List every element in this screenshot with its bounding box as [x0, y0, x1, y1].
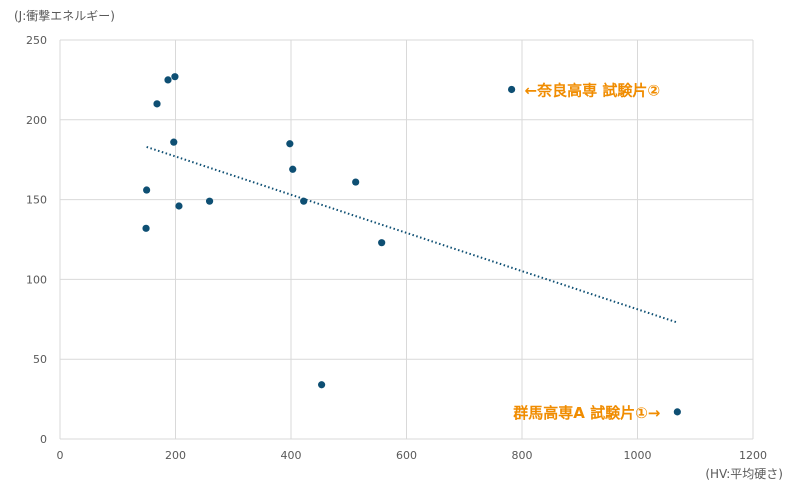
data-point — [289, 165, 297, 173]
data-point — [378, 239, 386, 247]
y-tick-label: 0 — [40, 433, 47, 446]
data-point — [171, 73, 179, 81]
x-tick-label: 400 — [281, 449, 302, 462]
x-axis-title: (HV:平均硬さ) — [705, 467, 783, 481]
tick-labels: 0 50 100 150 200 250 0 200 400 600 800 1000 1200 — [26, 34, 767, 462]
data-point — [286, 140, 294, 148]
data-point — [352, 178, 360, 186]
data-point — [300, 197, 308, 205]
y-tick-label: 150 — [26, 194, 47, 207]
y-tick-label: 250 — [26, 34, 47, 47]
data-point — [170, 138, 178, 146]
data-point — [143, 186, 151, 194]
data-point — [318, 381, 326, 389]
data-point — [508, 85, 516, 94]
y-tick-label: 100 — [26, 273, 47, 286]
data-point — [142, 224, 150, 232]
data-point — [673, 408, 681, 416]
data-point — [175, 202, 183, 210]
trendline — [146, 145, 678, 324]
grid — [59, 39, 754, 440]
data-point — [205, 197, 214, 205]
x-tick-label: 1200 — [739, 449, 767, 462]
annotations: ←奈良高専 試験片② 群馬高専A 試験片①→ — [513, 81, 660, 421]
x-tick-label: 0 — [57, 449, 64, 462]
annotation-label: 群馬高専A 試験片①→ — [513, 404, 660, 422]
y-tick-label: 200 — [26, 114, 47, 127]
y-tick-label: 50 — [33, 353, 47, 366]
y-axis-title: (J:衝撃エネルギー) — [14, 8, 115, 23]
x-tick-label: 1000 — [624, 449, 652, 462]
data-point — [164, 76, 172, 84]
x-tick-label: 200 — [165, 449, 186, 462]
annotation-label: ←奈良高専 試験片② — [525, 81, 661, 99]
x-tick-label: 800 — [512, 449, 533, 462]
data-point — [153, 100, 161, 108]
data-points — [142, 73, 681, 416]
x-tick-label: 600 — [396, 449, 417, 462]
